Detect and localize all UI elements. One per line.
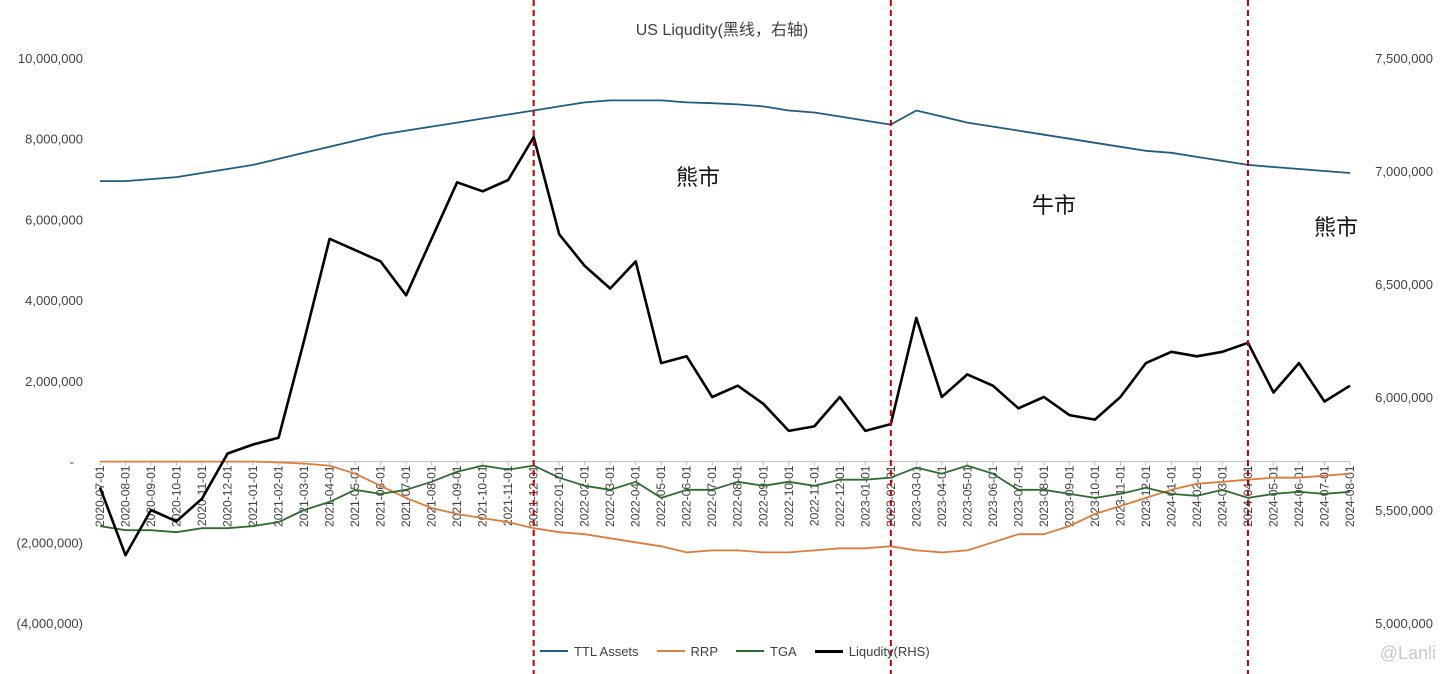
x-tick-label: 2023-08-01 <box>1037 465 1051 527</box>
legend-item-rrp: RRP <box>656 643 718 659</box>
x-tick-label: 2022-07-01 <box>705 465 719 527</box>
x-tick-label: 2022-01-01 <box>552 465 566 527</box>
x-tick-label: 2022-04-01 <box>629 465 643 527</box>
series-line-tga <box>99 464 1351 534</box>
chart-title: US Liqudity(黑线，右轴) <box>635 22 809 39</box>
x-tick-label: 2022-03-01 <box>603 465 617 527</box>
x-axis: 2020-07-01 2020-08-01 2020-09-01 2020-10-01… <box>93 461 1357 527</box>
legend-swatch <box>736 650 764 652</box>
x-tick-label: 2023-02-01 <box>884 465 898 527</box>
x-tick-label: 2020-07-01 <box>93 465 107 527</box>
left-tick-label: 6,000,000 <box>25 212 83 227</box>
legend-item-ttl-assets: TTL Assets <box>540 644 639 659</box>
x-tick-label: 2023-01-01 <box>858 465 872 527</box>
x-tick-label: 2024-06-01 <box>1292 465 1306 527</box>
x-tick-label: 2022-06-01 <box>680 465 694 527</box>
x-tick-label: 2023-03-01 <box>909 465 923 527</box>
right-tick-label: 5,000,000 <box>1375 616 1433 631</box>
x-tick-label: 2023-10-01 <box>1088 465 1102 527</box>
x-tick-label: 2022-10-01 <box>782 465 796 527</box>
legend: TTL Assets RRP TGA Liqudity(RHS) <box>540 640 948 662</box>
annotation-bull: 牛市 <box>1032 194 1077 219</box>
left-tick-label: (4,000,000) <box>17 616 84 631</box>
right-axis: 7,500,000 7,000,000 6,500,000 6,000,000 5,50… <box>1375 51 1433 631</box>
x-tick-label: 2021-12-01 <box>527 465 541 527</box>
x-tick-label: 2024-05-01 <box>1266 465 1280 527</box>
x-tick-label: 2024-08-01 <box>1343 465 1357 527</box>
x-tick-label: 2020-11-01 <box>195 465 209 526</box>
legend-label: RRP <box>690 643 718 659</box>
left-tick-label: - <box>70 455 74 470</box>
x-tick-label: 2021-06-01 <box>374 465 388 527</box>
x-tick-label: 2022-12-01 <box>833 465 847 527</box>
right-tick-label: 5,500,000 <box>1375 503 1433 518</box>
legend-swatch <box>656 650 685 652</box>
x-tick-label: 2024-01-01 <box>1164 465 1178 527</box>
right-tick-label: 7,000,000 <box>1375 164 1433 179</box>
x-tick-label: 2023-05-01 <box>960 465 974 527</box>
x-tick-label: 2023-06-01 <box>986 465 1000 527</box>
x-tick-label: 2021-01-01 <box>246 465 260 527</box>
x-tick-label: 2021-10-01 <box>476 465 490 527</box>
x-tick-label: 2021-05-01 <box>348 465 362 527</box>
x-tick-label: 2023-11-01 <box>1113 465 1127 526</box>
left-axis: 10,000,000 8,000,000 6,000,000 4,000,000 2,0… <box>17 51 84 631</box>
x-tick-label: 2021-08-01 <box>425 465 439 527</box>
series-line-rrp <box>100 460 1351 554</box>
annotation-bear-2: 熊市 <box>1314 216 1359 241</box>
x-tick-label: 2021-07-01 <box>399 465 413 527</box>
legend-item-tga: TGA <box>736 644 797 659</box>
x-tick-label: 2022-09-01 <box>756 465 770 527</box>
right-tick-label: 7,500,000 <box>1375 51 1433 66</box>
legend-item-liquidity: Liqudity(RHS) <box>814 643 930 659</box>
bear-bull-dividers <box>532 0 1249 674</box>
left-tick-label: 8,000,000 <box>25 132 83 147</box>
x-tick-label: 2022-11-01 <box>807 465 821 526</box>
x-tick-label: 2024-03-01 <box>1215 465 1229 527</box>
x-tick-label: 2021-11-01 <box>501 465 515 526</box>
x-tick-label: 2021-02-01 <box>272 465 286 527</box>
left-tick-label: 2,000,000 <box>25 374 83 389</box>
x-tick-label: 2020-12-01 <box>221 465 235 527</box>
x-tick-label: 2023-09-01 <box>1062 465 1076 527</box>
x-tick-label: 2022-08-01 <box>731 465 745 527</box>
x-tick-label: 2024-07-01 <box>1317 465 1331 527</box>
legend-label: TTL Assets <box>574 643 639 659</box>
legend-label: Liqudity(RHS) <box>848 643 930 659</box>
left-tick-label: 4,000,000 <box>25 293 83 308</box>
x-tick-label: 2022-05-01 <box>654 465 668 527</box>
watermark: @Lanli <box>1379 643 1436 663</box>
x-tick-label: 2020-10-01 <box>170 465 184 527</box>
x-tick-label: 2023-04-01 <box>935 465 949 527</box>
right-tick-label: 6,500,000 <box>1375 277 1433 292</box>
series-line-ttl-assets <box>100 99 1351 183</box>
legend-label: TGA <box>770 643 797 659</box>
left-tick-label: 10,000,000 <box>18 51 83 66</box>
x-tick-label: 2022-02-01 <box>578 465 592 527</box>
x-tick-label: 2021-09-01 <box>450 465 464 527</box>
left-tick-label: (2,000,000) <box>17 535 84 550</box>
legend-swatch <box>540 650 568 652</box>
annotation-bear-1: 熊市 <box>676 166 721 191</box>
legend-swatch <box>814 649 843 653</box>
right-tick-label: 6,000,000 <box>1375 390 1433 405</box>
x-tick-label: 2023-12-01 <box>1139 465 1153 527</box>
x-tick-label: 2021-04-01 <box>323 465 337 527</box>
x-tick-label: 2021-03-01 <box>297 465 311 527</box>
series-line-liqudity-rhs <box>98 135 1351 557</box>
series-group <box>98 99 1351 557</box>
x-tick-label: 2020-08-01 <box>119 465 133 527</box>
x-tick-label: 2023-07-01 <box>1011 465 1025 527</box>
